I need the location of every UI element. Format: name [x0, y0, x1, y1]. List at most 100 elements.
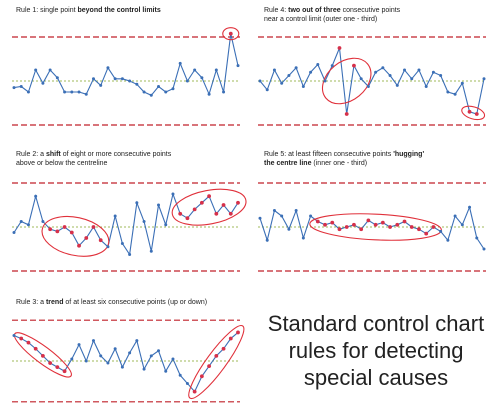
- chart-caption-rule-1: Rule 1: single point beyond the control …: [16, 6, 161, 15]
- data-point: [171, 87, 175, 91]
- data-point: [142, 367, 146, 371]
- data-point: [265, 238, 269, 242]
- data-point: [19, 220, 23, 223]
- highlighted-data-point: [221, 346, 226, 351]
- caption-part: two out of three: [288, 7, 341, 14]
- series-line: [259, 205, 485, 250]
- highlighted-data-point: [221, 203, 226, 207]
- data-point: [106, 66, 110, 70]
- data-point: [99, 83, 103, 87]
- data-point: [446, 90, 450, 94]
- data-point: [453, 214, 457, 218]
- highlighted-data-point: [214, 354, 219, 358]
- data-point: [135, 201, 139, 205]
- highlighted-data-point: [192, 389, 197, 394]
- data-point: [294, 209, 298, 212]
- data-point: [99, 354, 103, 358]
- data-point: [84, 359, 88, 363]
- highlighted-data-point: [236, 200, 240, 205]
- data-point: [113, 347, 117, 351]
- data-point: [142, 90, 146, 94]
- data-point: [309, 214, 313, 218]
- caption-part: Rule 2: a: [16, 151, 46, 158]
- highlighted-data-point: [373, 222, 378, 227]
- caption-part: beyond the control limits: [77, 7, 161, 14]
- data-point: [431, 70, 435, 74]
- highlighted-data-point: [214, 211, 219, 216]
- chart-caption-rule-3: Rule 3: a trend of at least six consecut…: [16, 298, 207, 307]
- data-point: [200, 76, 204, 80]
- data-point: [12, 86, 16, 90]
- caption-part: 'hugging': [393, 151, 425, 158]
- highlighted-data-point: [344, 225, 349, 229]
- data-point: [142, 220, 146, 223]
- data-point: [468, 205, 472, 209]
- highlighted-data-point: [84, 236, 89, 240]
- highlighted-data-point: [395, 222, 400, 227]
- series-line: [13, 192, 239, 257]
- highlighted-data-point: [185, 216, 190, 221]
- data-point: [287, 74, 291, 77]
- data-point: [193, 68, 197, 72]
- caption-part: Rule 5: at least fifteen consecutive poi…: [264, 151, 394, 158]
- highlighted-data-point: [207, 364, 211, 368]
- data-point: [91, 339, 95, 343]
- control-chart-rule-3: [12, 319, 245, 403]
- data-point: [157, 85, 161, 88]
- data-point: [26, 223, 30, 227]
- highlighted-data-point: [69, 230, 74, 235]
- highlighted-data-point: [62, 225, 67, 229]
- highlighted-data-point: [192, 207, 197, 212]
- data-point: [366, 85, 370, 88]
- highlighted-data-point: [48, 227, 53, 232]
- data-point: [120, 77, 124, 81]
- data-point: [258, 216, 262, 220]
- data-point: [207, 92, 211, 96]
- data-point: [301, 85, 305, 88]
- highlighted-data-point: [48, 361, 53, 365]
- data-point: [41, 81, 45, 85]
- highlight-ring: [188, 324, 245, 400]
- data-point: [55, 76, 59, 80]
- highlighted-data-point: [236, 330, 240, 335]
- data-point: [410, 77, 414, 81]
- data-point: [157, 203, 161, 207]
- highlighted-data-point: [98, 238, 103, 243]
- data-point: [164, 369, 168, 373]
- highlighted-data-point: [402, 219, 407, 224]
- highlighted-data-point: [388, 225, 392, 229]
- data-point: [388, 74, 392, 77]
- highlighted-data-point: [323, 222, 327, 227]
- data-point: [453, 92, 457, 96]
- control-chart-rule-2: [12, 182, 247, 272]
- highlighted-data-point: [417, 227, 421, 232]
- highlight-ring: [461, 105, 486, 121]
- data-point: [287, 227, 291, 231]
- data-point: [439, 229, 443, 233]
- data-point: [149, 354, 153, 358]
- highlighted-data-point: [91, 225, 96, 229]
- highlighted-data-point: [178, 211, 183, 216]
- data-point: [34, 194, 38, 198]
- highlighted-data-point: [352, 222, 356, 227]
- caption-part: near a control limit (outer one - third): [264, 16, 378, 23]
- data-point: [113, 77, 117, 81]
- highlighted-data-point: [55, 365, 60, 370]
- data-point: [26, 90, 30, 94]
- data-point: [359, 77, 363, 81]
- data-point: [135, 339, 139, 343]
- chart-caption-rule-5: Rule 5: at least fifteen consecutive poi…: [264, 150, 424, 168]
- caption-part: (inner one - third): [311, 160, 368, 167]
- data-point: [48, 68, 52, 72]
- data-point: [236, 64, 240, 68]
- data-point: [63, 90, 67, 94]
- data-point: [157, 349, 161, 353]
- data-point: [77, 343, 81, 347]
- highlighted-data-point: [474, 112, 479, 116]
- data-point: [280, 81, 284, 85]
- caption-part: the centre line: [264, 160, 312, 167]
- data-point: [258, 79, 262, 83]
- caption-part: above or below the centreline: [16, 160, 108, 167]
- highlighted-data-point: [26, 340, 31, 345]
- highlight-ring: [222, 27, 240, 41]
